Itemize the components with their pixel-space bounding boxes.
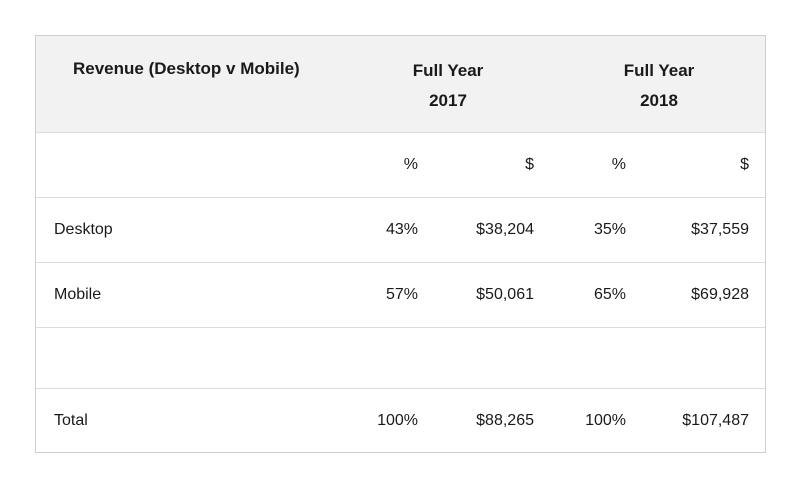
unit-header-2017-percent: %: [403, 156, 418, 173]
column-group-2018-line2: 2018: [640, 91, 678, 110]
row-label-mobile: Mobile: [54, 286, 102, 303]
unit-header-2018-dollar: $: [740, 156, 749, 173]
row-label-total: Total: [54, 411, 88, 429]
cell-desktop-2018-percent: 35%: [593, 221, 626, 238]
cell-desktop-2017-percent: 43%: [385, 221, 418, 238]
unit-header-2018-percent: %: [611, 156, 626, 173]
cell-mobile-2017-dollar: $50,061: [476, 286, 534, 303]
cell-desktop-2018-dollar: $37,559: [691, 221, 749, 238]
cell-desktop-2017-dollar: $38,204: [476, 221, 534, 238]
cell-mobile-2018-percent: 65%: [593, 286, 626, 303]
cell-mobile-2018-dollar: $69,928: [691, 286, 749, 303]
table-header-row: Revenue (Desktop v Mobile) Full Year 201…: [36, 36, 765, 133]
cell-mobile-2017-percent: 57%: [385, 286, 418, 303]
table-row-mobile: Mobile 57% $50,061 65% $69,928: [36, 263, 765, 328]
revenue-table: Revenue (Desktop v Mobile) Full Year 201…: [35, 35, 766, 453]
row-label-desktop: Desktop: [54, 221, 113, 238]
table-row-desktop: Desktop 43% $38,204 35% $37,559: [36, 198, 765, 263]
cell-total-2017-dollar: $88,265: [476, 411, 534, 429]
column-group-2017-line2: 2017: [429, 91, 467, 110]
column-group-2018-line1: Full Year: [623, 61, 695, 80]
column-group-2017-line1: Full Year: [412, 61, 484, 80]
table-row-total: Total 100% $88,265 100% $107,487: [36, 389, 765, 452]
unit-header-2017-dollar: $: [525, 156, 534, 173]
cell-total-2017-percent: 100%: [377, 411, 418, 429]
column-group-2017: Full Year 2017: [393, 56, 503, 116]
cell-total-2018-percent: 100%: [585, 411, 626, 429]
column-group-2018: Full Year 2018: [604, 56, 714, 116]
cell-total-2018-dollar: $107,487: [682, 411, 749, 429]
table-row-blank: [36, 328, 765, 389]
unit-header-row: % $ % $: [36, 133, 765, 198]
table-title: Revenue (Desktop v Mobile): [73, 59, 300, 78]
